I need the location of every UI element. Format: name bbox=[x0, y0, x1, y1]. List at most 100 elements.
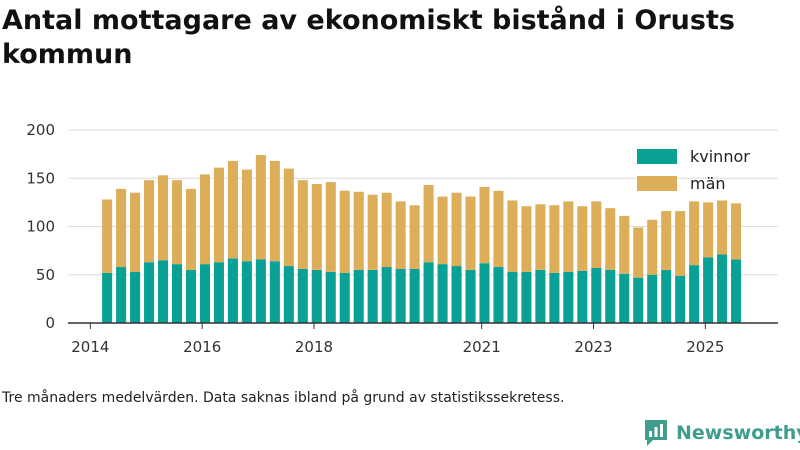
bar-man bbox=[633, 227, 644, 278]
bar-man bbox=[297, 180, 308, 269]
y-tick-label: 200 bbox=[26, 121, 55, 139]
bar-man bbox=[619, 215, 630, 274]
bar-kvinnor bbox=[577, 270, 588, 323]
y-tick-label: 100 bbox=[26, 218, 55, 236]
bar-man bbox=[703, 202, 714, 258]
bar-man bbox=[493, 190, 504, 268]
bar-kvinnor bbox=[269, 261, 280, 323]
legend-label-kvinnor: kvinnor bbox=[690, 147, 750, 166]
bar-man bbox=[213, 167, 224, 263]
bar-man bbox=[717, 200, 728, 255]
bar-man bbox=[535, 204, 546, 270]
bar-man bbox=[661, 211, 672, 270]
bar-kvinnor bbox=[423, 262, 434, 323]
bar-man bbox=[339, 190, 350, 273]
bar-kvinnor bbox=[171, 264, 183, 323]
bar-man bbox=[647, 219, 658, 275]
bar-kvinnor bbox=[605, 269, 616, 323]
bar-man bbox=[241, 169, 252, 262]
bar-man bbox=[577, 206, 588, 271]
bar-kvinnor bbox=[633, 277, 644, 323]
bar-kvinnor bbox=[116, 267, 127, 323]
chart: 0 50 100 150 200 2014 2016 2018 2021 2023 2025 kv… bbox=[26, 121, 778, 356]
bar-kvinnor bbox=[102, 272, 113, 323]
bar-man bbox=[185, 188, 197, 270]
bar-kvinnor bbox=[675, 275, 686, 323]
x-tick-label: 2018 bbox=[295, 338, 333, 356]
x-tick-label: 2016 bbox=[183, 338, 221, 356]
legend: kvinnor män bbox=[637, 147, 750, 193]
bar-kvinnor bbox=[409, 268, 420, 323]
legend-label-man: män bbox=[690, 174, 726, 193]
bar-man bbox=[158, 175, 169, 261]
y-tick-label: 0 bbox=[45, 314, 55, 332]
bar-man bbox=[479, 186, 490, 264]
bar-man bbox=[227, 160, 238, 259]
bar-man bbox=[199, 174, 210, 265]
bar-man bbox=[675, 211, 686, 276]
bar-kvinnor bbox=[255, 259, 266, 323]
bar-kvinnor bbox=[521, 271, 532, 323]
y-tick-label: 50 bbox=[36, 266, 55, 284]
bar-kvinnor bbox=[325, 271, 336, 323]
bar-kvinnor bbox=[563, 271, 574, 323]
bar-kvinnor bbox=[535, 269, 546, 323]
bar-kvinnor bbox=[297, 268, 308, 323]
bar-kvinnor bbox=[549, 272, 560, 323]
bar-kvinnor bbox=[241, 261, 252, 323]
bar-kvinnor bbox=[591, 268, 602, 323]
bar-man bbox=[311, 184, 322, 270]
bar-man bbox=[521, 206, 532, 272]
bar-man bbox=[465, 196, 476, 270]
bar-kvinnor bbox=[437, 264, 448, 323]
bar-man bbox=[549, 205, 560, 273]
bar-man bbox=[325, 182, 336, 272]
bar-kvinnor bbox=[367, 269, 378, 323]
bar-kvinnor bbox=[703, 257, 714, 323]
bar-kvinnor bbox=[199, 264, 210, 323]
bar-kvinnor bbox=[339, 272, 350, 323]
bar-kvinnor bbox=[158, 260, 169, 323]
bar-kvinnor bbox=[213, 262, 224, 323]
bar-kvinnor bbox=[619, 273, 630, 323]
y-tick-label: 150 bbox=[26, 169, 55, 187]
bar-kvinnor bbox=[731, 259, 742, 323]
bar-man bbox=[605, 208, 616, 270]
bar-man bbox=[423, 185, 434, 263]
bar-man bbox=[353, 191, 364, 270]
bar-man bbox=[437, 196, 448, 265]
bar-kvinnor bbox=[493, 267, 504, 323]
bar-man bbox=[689, 201, 700, 266]
bar-kvinnor bbox=[647, 274, 658, 323]
legend-swatch-kvinnor bbox=[637, 149, 677, 164]
bar-kvinnor bbox=[311, 269, 322, 323]
x-axis: 2014 2016 2018 2021 2023 2025 bbox=[68, 322, 778, 356]
bar-kvinnor bbox=[283, 266, 294, 323]
x-tick-label: 2014 bbox=[71, 338, 109, 356]
bar-man bbox=[116, 188, 127, 268]
brand[interactable]: Newsworthy bbox=[644, 418, 800, 448]
bar-man bbox=[283, 168, 294, 267]
bar-man bbox=[591, 201, 602, 268]
bar-man bbox=[102, 199, 113, 273]
bar-man bbox=[171, 180, 183, 265]
x-tick-label: 2025 bbox=[686, 338, 724, 356]
newsworthy-logo-icon bbox=[645, 420, 667, 446]
bar-kvinnor bbox=[395, 268, 406, 323]
bar-man bbox=[395, 201, 406, 269]
bar-kvinnor bbox=[661, 269, 672, 323]
brand-name: Newsworthy bbox=[676, 422, 800, 444]
bar-man bbox=[255, 155, 266, 260]
bar-man bbox=[381, 192, 392, 268]
bar-kvinnor bbox=[479, 263, 490, 323]
bar-man bbox=[367, 194, 378, 270]
bar-kvinnor bbox=[130, 271, 141, 323]
x-tick-label: 2023 bbox=[574, 338, 612, 356]
bar-man bbox=[507, 200, 518, 272]
bar-kvinnor bbox=[465, 269, 476, 323]
bar-kvinnor bbox=[381, 267, 392, 323]
bar-kvinnor bbox=[451, 266, 462, 323]
bar-kvinnor bbox=[717, 254, 728, 323]
bar-man bbox=[269, 160, 280, 262]
footnote: Tre månaders medelvärden. Data saknas ib… bbox=[2, 390, 565, 406]
